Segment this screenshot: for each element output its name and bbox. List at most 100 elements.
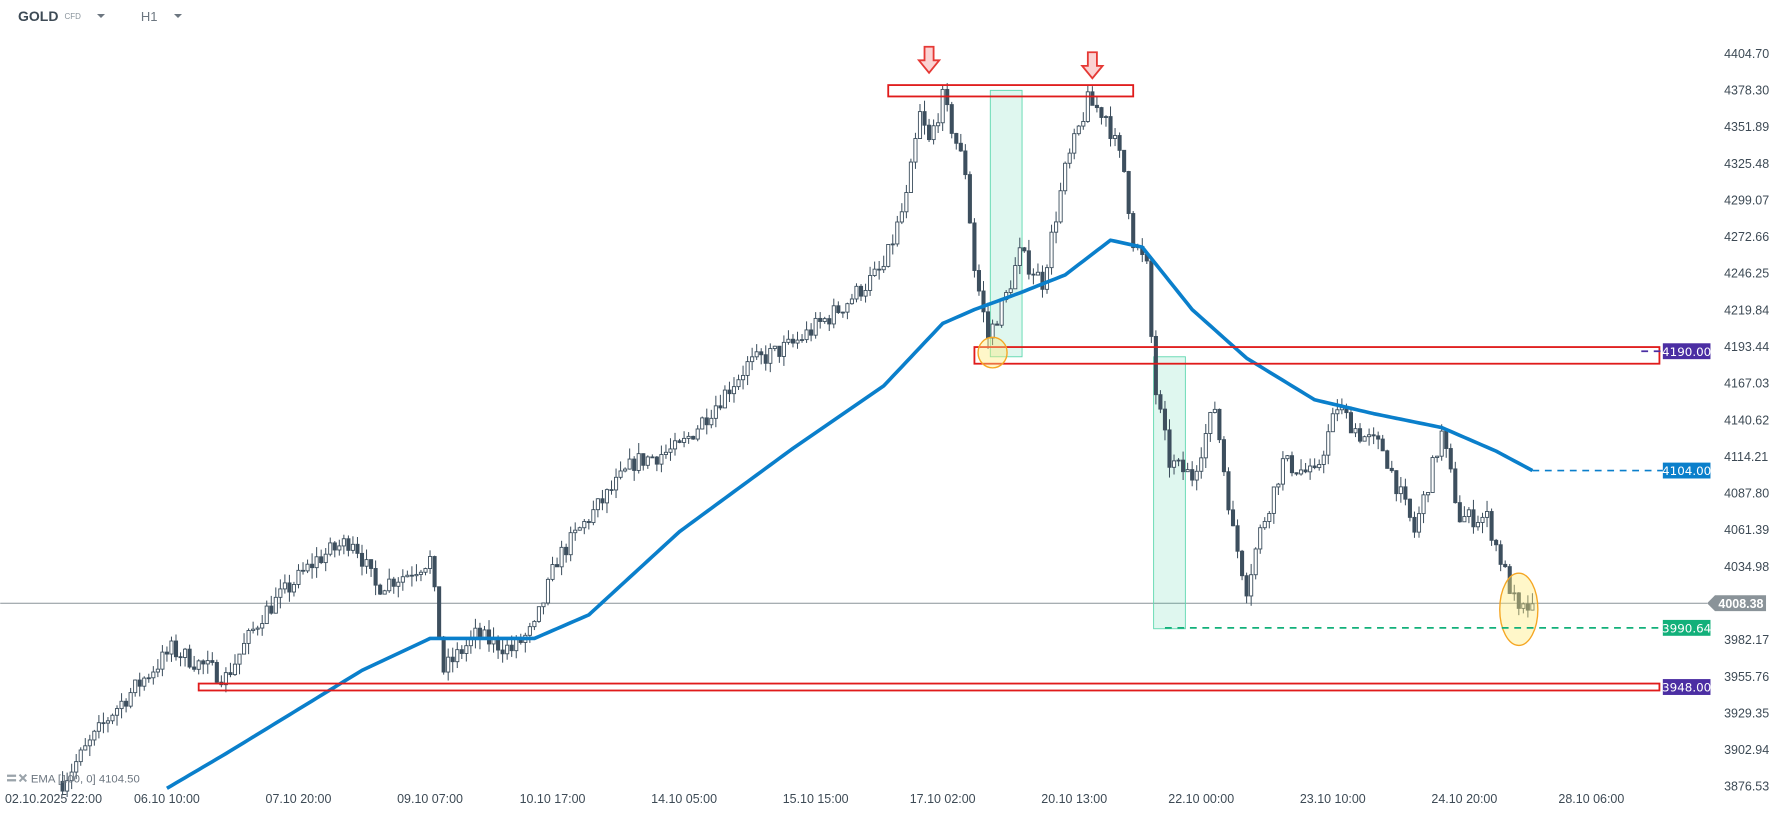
candle-bullish [1058, 190, 1063, 223]
resistance-zone-box [973, 346, 1661, 365]
timeframe-selector[interactable]: H1 [140, 8, 158, 24]
candle-bullish [772, 345, 777, 350]
candle-bearish [995, 323, 1000, 326]
candle-bullish [505, 644, 510, 655]
candle-bullish [1466, 509, 1471, 517]
candle-bullish [1485, 511, 1490, 518]
resistance-zone-box [887, 84, 1135, 98]
candle-bullish [1035, 271, 1040, 276]
level-label: 4190.00 [1662, 345, 1711, 359]
candle-bullish [1280, 458, 1285, 485]
candle-bullish [155, 668, 160, 673]
candle-bullish [845, 303, 850, 313]
candle-bearish [809, 329, 814, 336]
candle-bullish [1308, 465, 1313, 473]
candle-bearish [1503, 563, 1508, 568]
candle-bullish [999, 299, 1004, 326]
candle-bullish [455, 649, 460, 663]
candle-bearish [718, 405, 723, 409]
candle-bearish [287, 582, 292, 593]
candle-bearish [1376, 435, 1381, 440]
candle-bearish [441, 636, 446, 673]
candle-bullish [591, 509, 596, 524]
candle-bullish [387, 578, 392, 592]
ema-line [166, 238, 1534, 790]
candle-bearish [790, 338, 796, 344]
candle-bullish [405, 574, 410, 578]
highlight-circle [1499, 572, 1539, 647]
candle-bearish [609, 489, 614, 491]
candle-bearish [355, 543, 360, 554]
candle-bearish [985, 311, 991, 339]
candle-bearish [759, 351, 764, 356]
candle-bearish [1403, 486, 1408, 500]
candle-bearish [173, 640, 179, 658]
candle-bullish [1258, 527, 1263, 550]
candle-bullish [255, 627, 260, 630]
candle-bearish [600, 498, 605, 504]
candle-bullish [350, 543, 355, 551]
candle-bearish [967, 174, 972, 224]
candle-bearish [691, 435, 696, 440]
candle-bearish [214, 661, 219, 683]
level-label: 3948.00 [1662, 681, 1711, 695]
candle-bearish [1094, 104, 1099, 109]
candle-bullish [232, 663, 238, 676]
current-price-badge [1707, 595, 1767, 612]
timeframe-dropdown-icon[interactable] [173, 14, 182, 18]
candle-bearish [1190, 469, 1195, 481]
symbol-dropdown-icon[interactable] [96, 14, 105, 18]
candle-bullish [1439, 430, 1444, 457]
indicator-close-icon[interactable] [18, 773, 28, 783]
candle-bearish [1389, 467, 1394, 472]
candle-bearish [1126, 171, 1131, 214]
price-tick-label: 4061.39 [1724, 523, 1769, 537]
candle-bearish [500, 649, 505, 655]
candle-bearish [60, 780, 65, 792]
indicator-menu-icon[interactable] [7, 774, 17, 777]
candle-bullish [96, 722, 101, 732]
candle-bullish [1008, 288, 1013, 293]
candle-bearish [391, 578, 396, 587]
candle-bullish [895, 221, 900, 245]
candle-bullish [428, 556, 433, 569]
time-tick-label: 06.10 10:00 [134, 792, 200, 806]
candle-bearish [1162, 408, 1167, 431]
symbol-name[interactable]: GOLD [18, 8, 59, 24]
candle-bearish [954, 132, 959, 144]
candle-bullish [296, 569, 301, 585]
price-tick-label: 4325.48 [1724, 157, 1769, 171]
candle-bullish [328, 542, 333, 555]
candle-bearish [459, 649, 464, 654]
indicator-legend[interactable]: EMA [100, 0] 4104.50 [7, 774, 140, 786]
candle-bullish [731, 386, 737, 395]
candle-bullish [908, 161, 913, 193]
candle-bearish [1457, 502, 1462, 523]
candle-bullish [872, 268, 877, 276]
time-axis[interactable]: 02.10.2025 22:00 06.10 10:00 07.10 20:00 09… [5, 792, 1624, 806]
candle-bullish [700, 417, 705, 430]
candle-bullish [686, 435, 691, 439]
candle-bearish [1371, 434, 1376, 437]
candle-bearish [704, 417, 709, 426]
candle-bullish [119, 700, 124, 710]
price-tick-label: 4246.25 [1724, 267, 1769, 281]
candle-bullish [473, 627, 478, 638]
candle-bearish [555, 564, 560, 568]
candle-bullish [1421, 494, 1426, 515]
price-axis[interactable]: 4404.70 4378.30 4351.89 4325.48 4299.07 4272.… [1724, 47, 1769, 794]
candle-bearish [1240, 550, 1245, 577]
candle-bearish [777, 345, 782, 357]
indicator-label: EMA [100, 0] 4104.50 [31, 774, 140, 786]
chart-header: GOLD CFD H1 [18, 8, 212, 24]
indicator-menu-icon[interactable] [7, 779, 17, 782]
candle-bullish [1362, 436, 1367, 442]
price-tick-label: 4087.80 [1724, 487, 1769, 501]
candle-bearish [101, 722, 106, 725]
candle-bearish [1498, 544, 1503, 565]
candle-bearish [1031, 273, 1036, 276]
price-tick-label: 3876.53 [1724, 780, 1769, 794]
candle-bullish [1335, 409, 1340, 415]
candle-bullish [1072, 133, 1077, 154]
